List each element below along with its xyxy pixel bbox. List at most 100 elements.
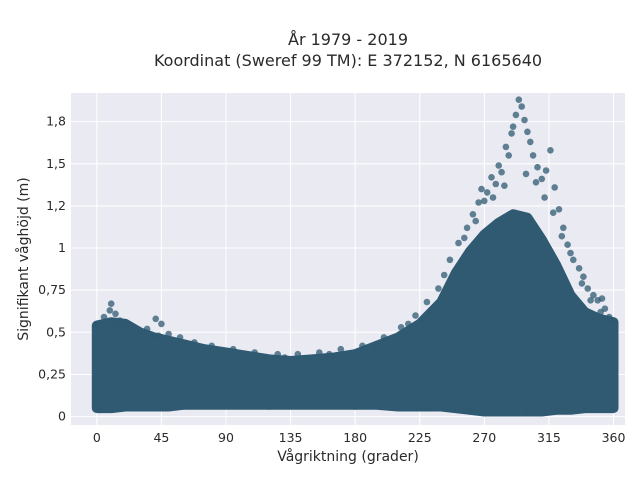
x-tick-label-8: 360 bbox=[602, 430, 626, 445]
scatter-point-39 bbox=[498, 168, 505, 176]
scatter-point-94 bbox=[587, 297, 594, 304]
scatter-point-98 bbox=[122, 404, 129, 412]
scatter-point-5 bbox=[116, 317, 124, 324]
scatter-point-88 bbox=[532, 179, 540, 186]
scatter-point-97 bbox=[96, 406, 103, 414]
scatter-point-3 bbox=[107, 300, 115, 308]
scatter-point-41 bbox=[505, 152, 512, 159]
scatter-point-56 bbox=[555, 206, 563, 213]
scatter-point-96 bbox=[604, 315, 612, 323]
scatter-point-50 bbox=[529, 152, 537, 159]
scatter-point-69 bbox=[97, 330, 105, 338]
x-tick-label-3: 135 bbox=[279, 430, 303, 445]
scatter-point-47 bbox=[521, 116, 528, 124]
x-tick-label-4: 180 bbox=[343, 430, 367, 445]
scatter-point-84 bbox=[481, 197, 488, 205]
scatter-point-65 bbox=[598, 295, 606, 302]
scatter-point-100 bbox=[265, 403, 273, 410]
scatter-point-18 bbox=[251, 349, 258, 356]
scatter-point-13 bbox=[165, 330, 172, 338]
scatter-point-76 bbox=[242, 350, 250, 358]
scatter-point-101 bbox=[351, 403, 359, 410]
scatter-point-20 bbox=[294, 350, 302, 358]
scatter-point-58 bbox=[564, 241, 571, 248]
scatter-point-28 bbox=[435, 285, 442, 292]
scatter-point-27 bbox=[423, 298, 431, 306]
y-tick-label-7: 1,8 bbox=[46, 114, 66, 129]
x-tick-label-7: 315 bbox=[537, 430, 561, 445]
x-tick-label-2: 90 bbox=[218, 430, 234, 445]
chart-subtitle: Koordinat (Sweref 99 TM): E 372152, N 61… bbox=[154, 51, 542, 70]
scatter-point-53 bbox=[542, 167, 550, 174]
scatter-point-107 bbox=[581, 406, 589, 414]
scatter-point-12 bbox=[158, 320, 165, 328]
y-tick-label-1: 0,25 bbox=[38, 366, 66, 381]
y-tick-label-6: 1,5 bbox=[46, 156, 66, 171]
scatter-point-102 bbox=[423, 404, 431, 412]
scatter-point-2 bbox=[106, 307, 114, 314]
scatter-points bbox=[93, 96, 616, 417]
scatter-point-21 bbox=[316, 349, 323, 356]
scatter-point-52 bbox=[538, 175, 546, 183]
scatter-point-35 bbox=[483, 189, 491, 196]
scatter-point-63 bbox=[590, 291, 597, 299]
scatter-point-80 bbox=[405, 320, 412, 328]
y-tick-label-0: 0 bbox=[58, 409, 66, 424]
scatter-point-54 bbox=[547, 147, 554, 154]
scatter-point-37 bbox=[492, 180, 500, 188]
scatter-point-15 bbox=[191, 339, 198, 346]
scatter-point-31 bbox=[463, 224, 471, 232]
scatter-point-62 bbox=[584, 285, 591, 292]
scatter-point-105 bbox=[524, 409, 531, 417]
x-tick-label-1: 45 bbox=[153, 430, 169, 445]
scatter-point-104 bbox=[495, 409, 503, 417]
scatter-point-103 bbox=[466, 408, 474, 415]
scatter-point-95 bbox=[597, 308, 604, 316]
scatter-point-46 bbox=[518, 103, 525, 110]
scatter-point-77 bbox=[281, 354, 289, 361]
scatter-point-82 bbox=[461, 234, 468, 242]
y-tick-label-2: 0,5 bbox=[46, 324, 66, 339]
scatter-point-72 bbox=[133, 335, 141, 343]
scatter-point-91 bbox=[558, 232, 566, 240]
scatter-point-38 bbox=[495, 162, 503, 169]
x-tick-label-6: 270 bbox=[472, 430, 496, 445]
scatter-point-16 bbox=[208, 342, 215, 350]
scatter-point-73 bbox=[148, 334, 155, 341]
scatter-point-6 bbox=[119, 325, 126, 333]
scatter-point-61 bbox=[580, 273, 587, 281]
scatter-point-87 bbox=[522, 170, 530, 178]
scatter-point-1 bbox=[100, 313, 108, 321]
scatter-point-44 bbox=[512, 111, 520, 119]
scatter-point-75 bbox=[182, 342, 190, 350]
scatter-point-19 bbox=[274, 350, 282, 358]
scatter-point-25 bbox=[397, 324, 405, 331]
scatter-point-26 bbox=[412, 312, 419, 319]
scatter-point-48 bbox=[524, 128, 531, 136]
scatter-point-29 bbox=[446, 256, 454, 264]
scatter-point-23 bbox=[359, 342, 366, 350]
scatter-point-99 bbox=[179, 403, 187, 410]
scatter-point-90 bbox=[549, 209, 557, 216]
scatter-point-11 bbox=[152, 315, 159, 323]
scatter-point-60 bbox=[575, 265, 583, 272]
scatter-point-55 bbox=[551, 184, 558, 191]
x-tick-label-0: 0 bbox=[93, 430, 101, 445]
x-tick-label-5: 225 bbox=[408, 430, 432, 445]
x-axis-title: Vågriktning (grader) bbox=[277, 448, 419, 465]
y-tick-label-3: 0,75 bbox=[38, 282, 66, 297]
scatter-point-108 bbox=[607, 404, 614, 412]
scatter-point-51 bbox=[534, 163, 541, 171]
scatter-point-45 bbox=[515, 96, 523, 103]
axis-ticks: 0 45 90 135 180 225 270 315 360 0 0,25 0,5 0,75 1 1,2 1… bbox=[38, 114, 625, 445]
scatter-point-8 bbox=[129, 327, 136, 334]
y-tick-label-4: 1 bbox=[58, 240, 66, 255]
scatter-point-9 bbox=[136, 330, 144, 338]
scatter-point-17 bbox=[229, 345, 237, 353]
scatter-point-89 bbox=[541, 194, 548, 201]
scatter-point-92 bbox=[567, 249, 574, 257]
scatter-point-70 bbox=[103, 325, 111, 333]
scatter-point-57 bbox=[560, 224, 567, 232]
scatter-point-30 bbox=[455, 239, 462, 247]
